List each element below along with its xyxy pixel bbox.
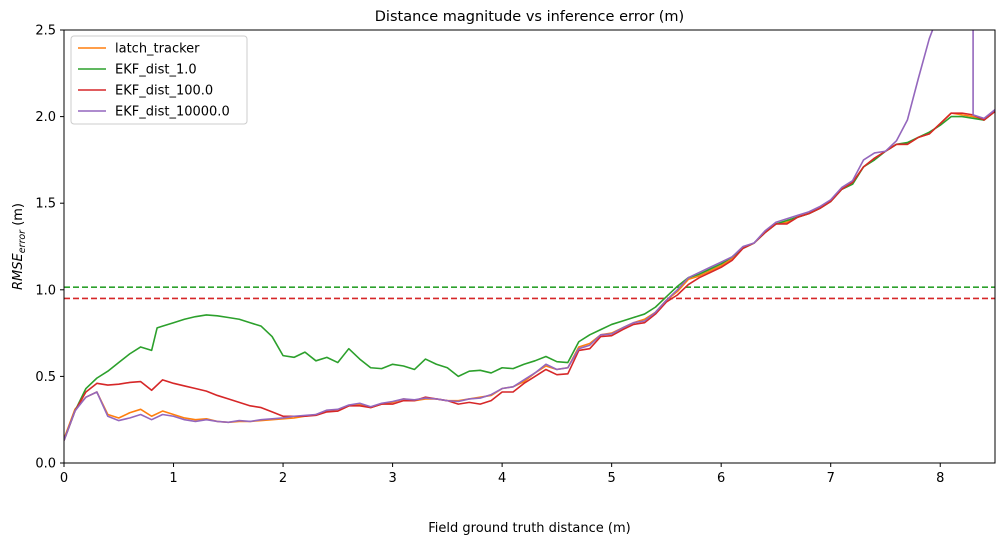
x-axis-title: Field ground truth distance (m) <box>428 521 630 536</box>
y-axis-title: RMSEerror (m) <box>11 203 28 290</box>
legend-box <box>70 35 248 125</box>
legend-label: EKF_dist_100.0 <box>115 84 213 99</box>
plot-frame <box>63 29 996 464</box>
y-tick-label: 2.5 <box>35 24 56 39</box>
series-lines <box>64 30 995 441</box>
x-tick-label: 1 <box>169 471 177 486</box>
y-tick-label: 0.5 <box>35 370 56 385</box>
x-tick-label: 4 <box>498 471 506 486</box>
x-tick-label: 8 <box>936 471 944 486</box>
x-axis: 0 1 2 3 4 5 6 7 8 <box>60 463 944 486</box>
legend-label: EKF_dist_1.0 <box>115 63 197 78</box>
x-tick-label: 6 <box>717 471 725 486</box>
y-axis-title-unit: (m) <box>11 203 26 230</box>
y-axis: 0.0 0.5 1.0 1.5 2.0 2.5 <box>35 24 64 472</box>
y-tick-label: 2.0 <box>35 110 56 125</box>
x-tick-label: 5 <box>608 471 616 486</box>
x-tick-label: 2 <box>279 471 287 486</box>
legend: latch_tracker EKF_dist_1.0 EKF_dist_100.0 E… <box>70 35 248 125</box>
legend-label: latch_tracker <box>115 42 200 57</box>
y-axis-title-subscript: error <box>17 229 28 253</box>
y-tick-label: 1.5 <box>35 197 56 212</box>
x-tick-label: 7 <box>827 471 835 486</box>
y-tick-label: 0.0 <box>35 457 56 472</box>
chart-title: Distance magnitude vs inference error (m… <box>375 9 684 25</box>
reference-lines <box>64 286 995 300</box>
x-tick-label: 0 <box>60 471 68 486</box>
y-tick-label: 1.0 <box>35 283 56 298</box>
x-tick-label: 3 <box>388 471 396 486</box>
series-line-3 <box>64 110 995 441</box>
legend-label: EKF_dist_10000.0 <box>115 105 230 120</box>
series-line-4 <box>64 30 995 441</box>
y-axis-title-main: RMSE <box>11 253 26 291</box>
